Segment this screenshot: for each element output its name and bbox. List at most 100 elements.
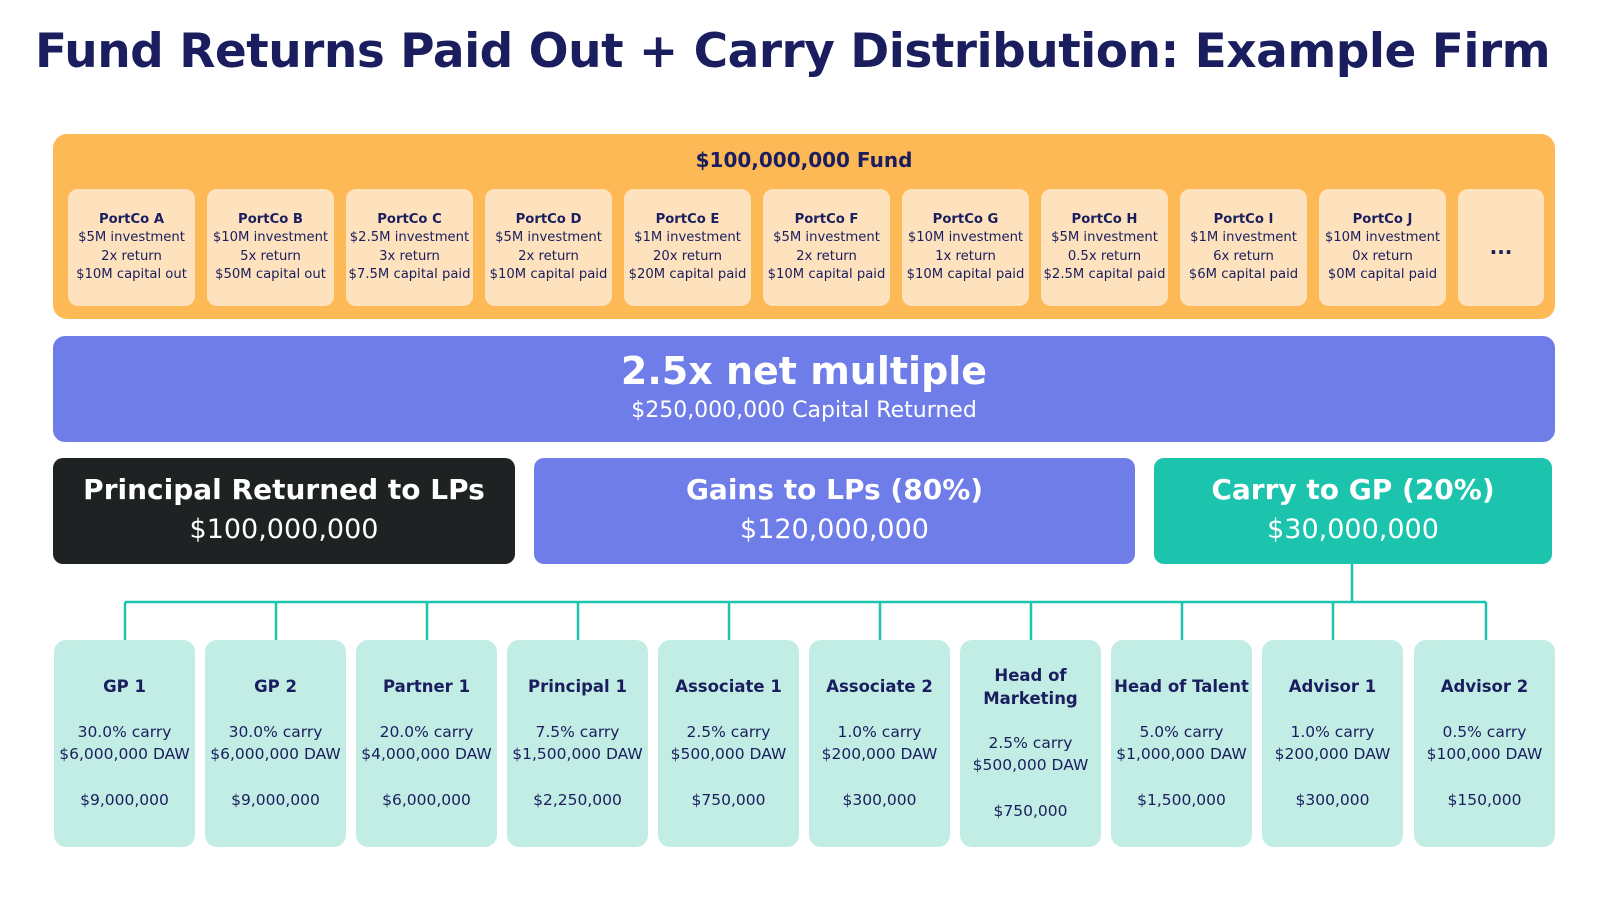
portco-name: PortCo B: [238, 211, 303, 227]
member-total: $9,000,000: [80, 791, 169, 809]
portco-name: PortCo G: [932, 211, 999, 227]
member-carry: 1.0% carry: [837, 723, 922, 741]
member-card: Associate 2 1.0% carry $200,000 DAW $300…: [809, 640, 950, 847]
portco-card: PortCo B $10M investment 5x return $50M …: [207, 189, 334, 306]
member-daw: $6,000,000 DAW: [59, 745, 190, 763]
member-total: $150,000: [1447, 791, 1522, 809]
portco-name: PortCo E: [655, 211, 720, 227]
member-name: GP 1: [103, 677, 146, 696]
principal-box: Principal Returned to LPs $100,000,000: [53, 458, 515, 564]
portco-card: PortCo D $5M investment 2x return $10M c…: [485, 189, 612, 306]
portco-card: PortCo E $1M investment 20x return $20M …: [624, 189, 751, 306]
member-name: Advisor 2: [1440, 677, 1529, 696]
portco-capital: $6M capital paid: [1188, 267, 1299, 282]
portco-investment: $1M investment: [1190, 230, 1297, 245]
member-total: $300,000: [842, 791, 917, 809]
portco-return: 0x return: [1352, 248, 1413, 264]
member-card: Advisor 1 1.0% carry $200,000 DAW $300,0…: [1262, 640, 1403, 847]
portco-name: PortCo I: [1213, 211, 1274, 227]
portco-investment: $10M investment: [907, 230, 1024, 245]
member-name: GP 2: [254, 677, 297, 696]
member-daw: $500,000 DAW: [972, 756, 1089, 774]
portco-investment: $2.5M investment: [349, 230, 470, 245]
member-name: Associate 2: [826, 677, 933, 696]
principal-label: Principal Returned to LPs: [83, 473, 485, 506]
principal-value: $100,000,000: [189, 514, 379, 545]
portco-card: PortCo C $2.5M investment 3x return $7.5…: [346, 189, 473, 306]
portco-return: 2x return: [101, 248, 162, 264]
member-carry: 7.5% carry: [535, 723, 620, 741]
portco-return: 0.5x return: [1067, 248, 1142, 264]
portco-name: PortCo C: [377, 211, 442, 227]
portco-name: PortCo A: [98, 211, 165, 227]
member-name: Advisor 1: [1288, 677, 1377, 696]
carry-box: Carry to GP (20%) $30,000,000: [1154, 458, 1552, 564]
member-carry: 30.0% carry: [228, 723, 323, 741]
portco-investment: $5M investment: [78, 230, 185, 245]
portco-return: 6x return: [1213, 248, 1274, 264]
member-card: Head of Marketing 2.5% carry $500,000 DA…: [960, 640, 1101, 847]
member-daw: $200,000 DAW: [821, 745, 938, 763]
portco-capital: $10M capital paid: [906, 267, 1025, 282]
portco-card: PortCo J $10M investment 0x return $0M c…: [1319, 189, 1446, 306]
portco-capital: $7.5M capital paid: [348, 267, 471, 282]
portco-name: PortCo F: [794, 211, 859, 227]
portco-investment: $10M investment: [212, 230, 329, 245]
portco-card: PortCo I $1M investment 6x return $6M ca…: [1180, 189, 1307, 306]
member-total: $9,000,000: [231, 791, 320, 809]
member-card: Head of Talent 5.0% carry $1,000,000 DAW…: [1111, 640, 1252, 847]
fund-label: $100,000,000 Fund: [695, 148, 913, 172]
net-multiple: 2.5x net multiple: [620, 349, 988, 393]
member-total: $300,000: [1295, 791, 1370, 809]
member-name: Associate 1: [675, 677, 782, 696]
member-card: GP 1 30.0% carry $6,000,000 DAW $9,000,0…: [54, 640, 195, 847]
member-carry: 0.5% carry: [1442, 723, 1527, 741]
carry-label: Carry to GP (20%): [1211, 473, 1495, 506]
portco-name: PortCo H: [1071, 211, 1138, 227]
member-daw: $500,000 DAW: [670, 745, 787, 763]
member-daw: $6,000,000 DAW: [210, 745, 341, 763]
more-portcos-ellipsis: ...: [1458, 189, 1544, 306]
fund-box: $100,000,000 Fund PortCo A $5M investmen…: [53, 134, 1555, 319]
member-total: $6,000,000: [382, 791, 471, 809]
gains-label: Gains to LPs (80%): [685, 473, 984, 506]
portco-capital: $10M capital paid: [489, 267, 608, 282]
member-total: $1,500,000: [1137, 791, 1226, 809]
portco-investment: $5M investment: [495, 230, 602, 245]
portco-return: 5x return: [240, 248, 301, 264]
member-total: $750,000: [993, 802, 1068, 820]
member-carry: 20.0% carry: [379, 723, 474, 741]
member-carry: 2.5% carry: [686, 723, 771, 741]
member-total: $2,250,000: [533, 791, 622, 809]
portco-return: 3x return: [379, 248, 440, 264]
portco-investment: $5M investment: [1051, 230, 1158, 245]
page-title: Fund Returns Paid Out + Carry Distributi…: [35, 24, 1551, 79]
portco-capital: $2.5M capital paid: [1043, 267, 1166, 282]
member-carry: 30.0% carry: [77, 723, 172, 741]
member-name: Head of Talent: [1114, 677, 1249, 696]
member-name: Principal 1: [528, 677, 627, 696]
gains-value: $120,000,000: [740, 514, 929, 545]
member-card: Associate 1 2.5% carry $500,000 DAW $750…: [658, 640, 799, 847]
member-carry: 1.0% carry: [1290, 723, 1375, 741]
portco-capital: $50M capital out: [215, 267, 326, 282]
member-card: GP 2 30.0% carry $6,000,000 DAW $9,000,0…: [205, 640, 346, 847]
member-daw: $1,500,000 DAW: [512, 745, 643, 763]
member-name: Partner 1: [382, 677, 471, 696]
portco-return: 2x return: [796, 248, 857, 264]
portco-investment: $1M investment: [634, 230, 741, 245]
member-card: Partner 1 20.0% carry $4,000,000 DAW $6,…: [356, 640, 497, 847]
portco-return: 20x return: [652, 248, 723, 264]
portco-return: 2x return: [518, 248, 579, 264]
portco-card: PortCo H $5M investment 0.5x return $2.5…: [1041, 189, 1168, 306]
portco-capital: $20M capital paid: [628, 267, 747, 282]
member-card: Principal 1 7.5% carry $1,500,000 DAW $2…: [507, 640, 648, 847]
portco-return: 1x return: [935, 248, 996, 264]
member-daw: $100,000 DAW: [1426, 745, 1543, 763]
member-daw: $1,000,000 DAW: [1116, 745, 1247, 763]
portco-card: PortCo F $5M investment 2x return $10M c…: [763, 189, 890, 306]
portco-capital: $10M capital paid: [767, 267, 886, 282]
member-daw: $200,000 DAW: [1274, 745, 1391, 763]
member-total: $750,000: [691, 791, 766, 809]
